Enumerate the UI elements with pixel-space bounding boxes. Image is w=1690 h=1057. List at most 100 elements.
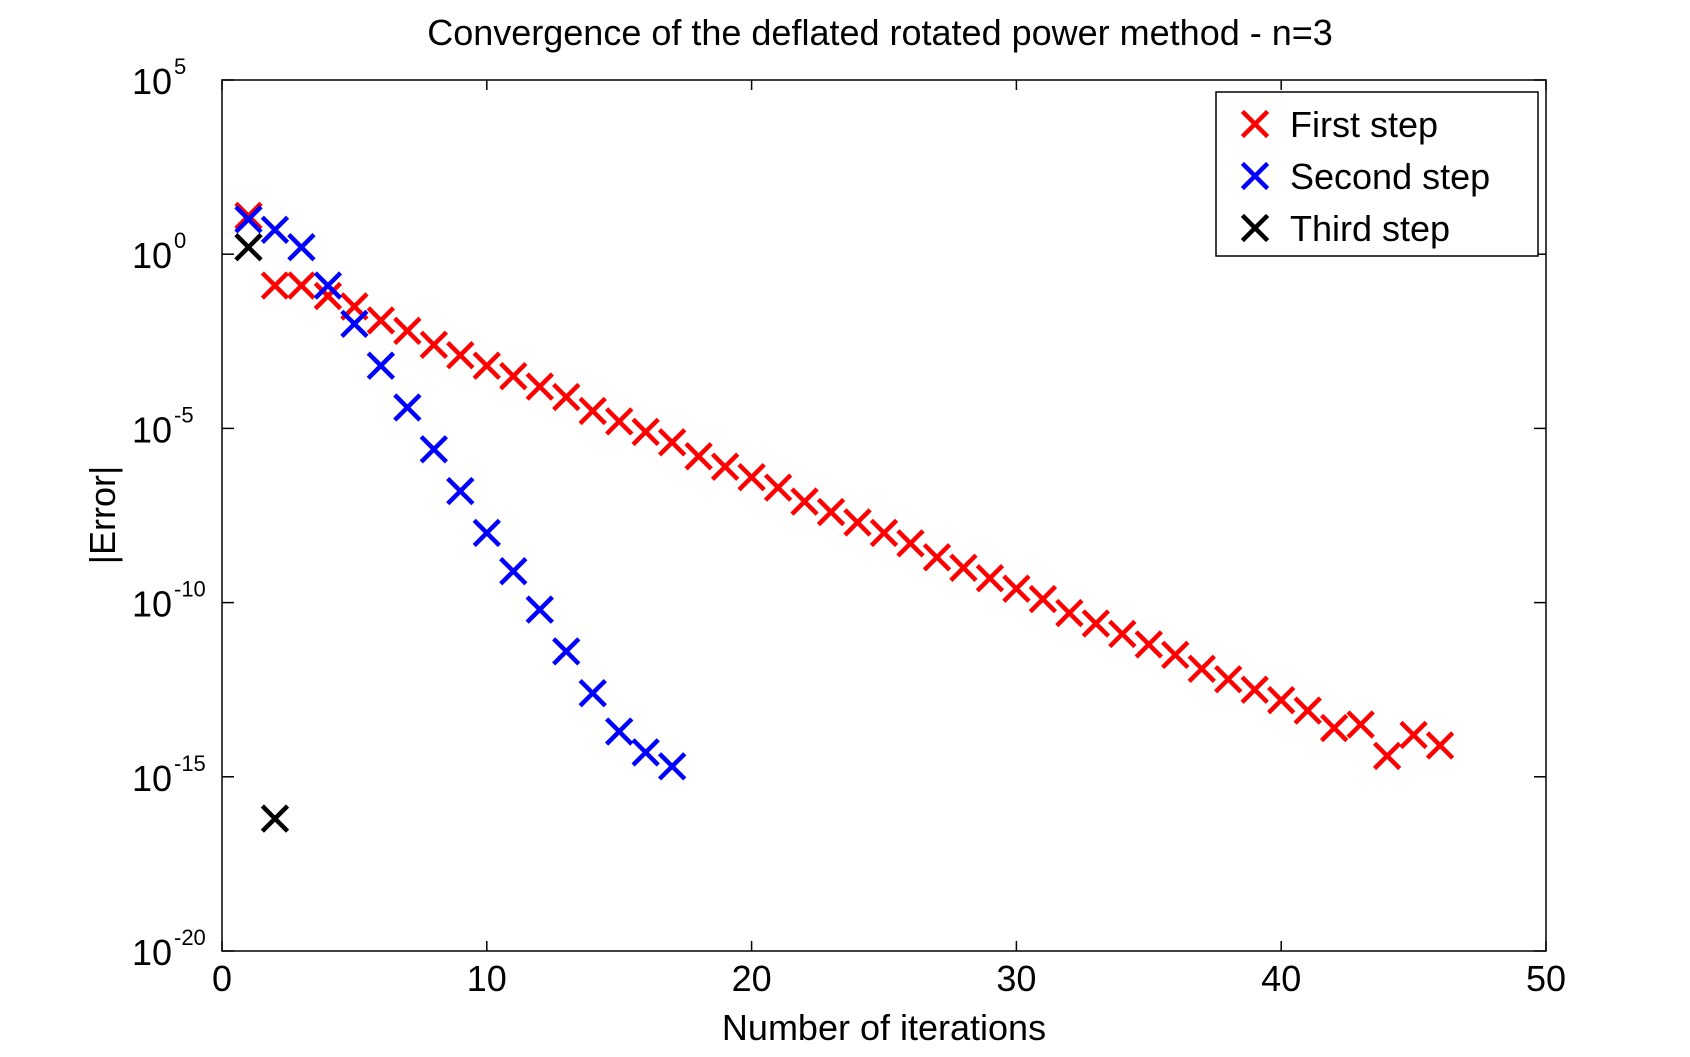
legend-label: Third step: [1290, 208, 1450, 249]
data-point: [1346, 710, 1375, 739]
data-point: [393, 316, 422, 346]
data-point: [446, 341, 475, 370]
data-point: [1293, 696, 1322, 725]
data-point: [605, 407, 634, 436]
data-point: [1134, 630, 1163, 659]
data-point: [869, 518, 899, 548]
data-point: [1240, 675, 1269, 704]
data-point: [975, 564, 1005, 593]
y-tick-base: 10: [132, 61, 172, 102]
data-point: [287, 233, 316, 262]
data-point: [234, 233, 263, 262]
y-tick-label: 10 0: [132, 228, 186, 276]
data-point: [1214, 665, 1243, 694]
data-point: [763, 473, 793, 502]
data-point: [949, 553, 978, 582]
legend-label: First step: [1290, 104, 1438, 145]
data-point: [1081, 609, 1111, 638]
x-tick-label: 0: [212, 958, 232, 999]
data-point: [1028, 584, 1058, 614]
data-point: [499, 557, 528, 586]
x-axis-label: Number of iterations: [722, 1007, 1046, 1048]
series-first-step: [234, 201, 1455, 771]
y-tick-label: 10 -20: [132, 925, 206, 973]
data-point: [790, 487, 819, 516]
data-point: [684, 442, 713, 471]
data-point: [1267, 685, 1296, 715]
data-series: [234, 201, 1455, 833]
y-tick-base: 10: [132, 584, 172, 625]
data-point: [525, 595, 554, 624]
data-point: [710, 452, 740, 481]
data-point: [737, 462, 766, 492]
data-point: [657, 752, 687, 781]
series-second-step: [234, 205, 687, 781]
data-point: [499, 361, 528, 391]
y-tick-exponent: -10: [174, 577, 206, 602]
data-point: [1055, 598, 1084, 628]
y-tick-exponent: -15: [174, 751, 206, 776]
x-tick-label: 30: [996, 958, 1036, 999]
y-tick-exponent: -20: [174, 925, 206, 950]
data-point: [1108, 619, 1137, 649]
data-point: [552, 637, 581, 666]
x-tick-label: 40: [1261, 958, 1301, 999]
legend-marker: [1240, 161, 1270, 191]
data-point: [896, 529, 925, 558]
data-point: [472, 518, 501, 548]
legend-marker: [1240, 109, 1270, 139]
data-point: [446, 476, 475, 506]
data-point: [393, 393, 422, 422]
data-point: [816, 497, 846, 527]
y-tick-label: 10 -15: [132, 751, 206, 799]
data-point: [657, 428, 687, 457]
legend: First step Second step Third step: [1215, 91, 1539, 257]
data-point: [340, 309, 369, 339]
data-point: [578, 679, 607, 708]
data-point: [922, 543, 952, 572]
legend-box: [1215, 91, 1539, 257]
data-point: [605, 717, 634, 746]
data-point: [1425, 731, 1455, 760]
data-point: [552, 382, 581, 412]
x-axis: 0 10 20 30 40 50: [212, 80, 1566, 999]
y-tick-label: 10 5: [132, 54, 186, 102]
data-point: [419, 435, 449, 464]
chart-title: Convergence of the deflated rotated powe…: [427, 12, 1333, 53]
y-tick-exponent: 0: [174, 228, 186, 253]
y-tick-base: 10: [132, 758, 172, 799]
data-point: [1399, 720, 1428, 750]
y-tick-exponent: 5: [174, 54, 186, 79]
data-point: [234, 201, 263, 231]
x-tick-label: 10: [467, 958, 507, 999]
data-point: [843, 508, 872, 537]
x-tick-label: 50: [1526, 958, 1566, 999]
y-tick-base: 10: [132, 235, 172, 276]
data-point: [260, 271, 290, 300]
data-point: [419, 330, 449, 359]
y-tick-exponent: -5: [174, 402, 194, 427]
data-point: [234, 205, 263, 234]
data-point: [313, 281, 343, 311]
plot-area-frame: [221, 79, 1547, 952]
data-point: [366, 351, 396, 380]
data-point: [525, 372, 554, 401]
data-point: [1161, 640, 1190, 670]
y-tick-label: 10 -10: [132, 577, 206, 625]
data-point: [631, 417, 660, 447]
data-point: [313, 271, 343, 300]
data-point: [578, 396, 607, 426]
data-point: [1372, 741, 1402, 771]
data-point: [472, 351, 501, 380]
legend-label: Second step: [1290, 156, 1490, 197]
series-third-step: [234, 233, 290, 833]
data-point: [1319, 713, 1349, 743]
data-point: [366, 306, 396, 335]
data-point: [260, 215, 290, 244]
data-point: [1187, 654, 1216, 683]
y-tick-base: 10: [132, 932, 172, 973]
y-tick-base: 10: [132, 409, 172, 450]
data-point: [260, 804, 290, 833]
